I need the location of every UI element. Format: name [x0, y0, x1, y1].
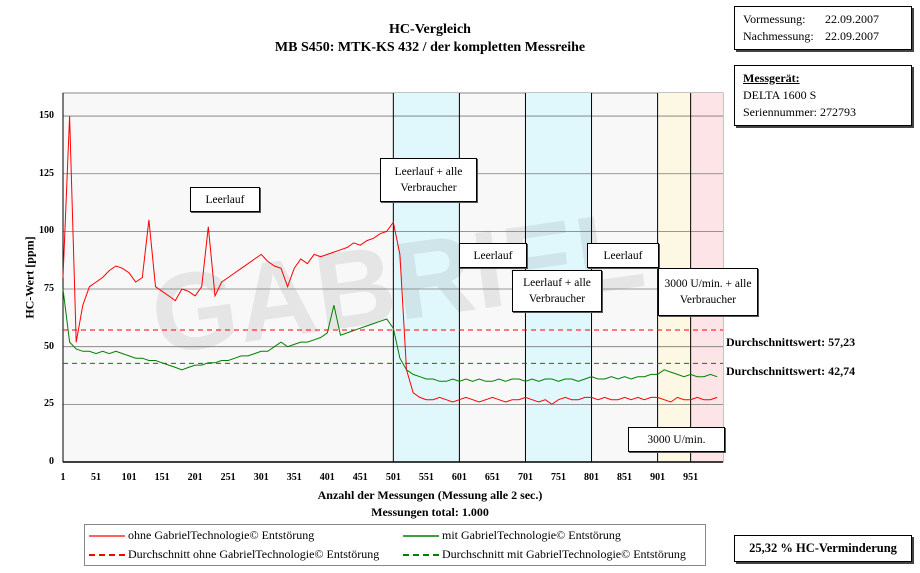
x-tick-label: 901 — [650, 472, 666, 483]
annotation-3000: 3000 U/min. — [628, 427, 725, 452]
nach-date: 22.09.2007 — [825, 29, 879, 43]
device-label: Messgerät: — [743, 71, 800, 85]
x-tick-label: 551 — [418, 472, 434, 483]
y-tick-label: 25 — [44, 398, 54, 410]
x-tick-label: 401 — [319, 472, 335, 483]
chart-subtitle: MB S450: MTK-KS 432 / der kompletten Mes… — [274, 40, 586, 55]
legend-item-avg-mit: Durchschnitt mit GabrielTechnologie© Ent… — [403, 547, 686, 562]
legend-item-mit: mit GabrielTechnologie© Entstörung — [403, 528, 621, 543]
x-tick-label: 501 — [385, 472, 401, 483]
series-line-0 — [62, 116, 718, 405]
annotation-3000-verbraucher: 3000 U/min. + alle Verbraucher — [658, 268, 758, 316]
y-tick-label: 50 — [44, 340, 54, 352]
legend-swatch — [403, 553, 439, 556]
vor-date: 22.09.2007 — [825, 12, 879, 26]
result-box: 25,32 % HC-Verminderung — [734, 535, 912, 562]
x-tick-label: 151 — [154, 472, 170, 483]
x-tick-label: 101 — [121, 472, 137, 483]
device-name: DELTA 1600 S — [743, 88, 817, 102]
annotation-leerlauf-2: Leerlauf — [459, 243, 527, 268]
x-tick-label: 51 — [91, 472, 102, 483]
series-line-1 — [62, 288, 718, 382]
y-axis-label: HC-Wert [ppm] — [22, 236, 37, 319]
x-tick-label: 451 — [352, 472, 368, 483]
x-tick-label: 351 — [286, 472, 302, 483]
x-tick-label: 1 — [60, 472, 66, 483]
serial-number: Seriennummer: 272793 — [743, 105, 856, 119]
y-tick-label: 125 — [39, 167, 54, 179]
y-tick-label: 0 — [49, 456, 54, 467]
legend-swatch — [89, 534, 125, 537]
chart-title: HC-Vergleich — [389, 22, 471, 37]
legend-item-avg-ohne: Durchschnitt ohne GabrielTechnologie© En… — [89, 547, 379, 562]
date-box: Vormessung: 22.09.2007 Nachmessung: 22.09.… — [734, 6, 912, 50]
vor-label: Vormessung: — [743, 12, 806, 26]
x-tick-label: 301 — [253, 472, 269, 483]
y-tick-label: 100 — [39, 225, 54, 237]
annotation-leerlauf-verbraucher-2: Leerlauf + alle Verbraucher — [512, 270, 602, 312]
device-box: Messgerät: DELTA 1600 S Seriennummer: 27… — [734, 65, 912, 126]
x-tick-label: 701 — [517, 472, 533, 483]
y-tick-label: 150 — [39, 110, 54, 122]
x-tick-label: 951 — [683, 472, 699, 483]
annotation-leerlauf-3: Leerlauf — [587, 243, 659, 268]
annotation-leerlauf-1: Leerlauf — [190, 187, 260, 212]
legend-item-ohne: ohne GabrielTechnologie© Entstörung — [89, 528, 314, 543]
legend-swatch — [403, 534, 439, 537]
x-tick-label: 751 — [550, 472, 566, 483]
legend: ohne GabrielTechnologie© Entstörung mit … — [84, 524, 706, 566]
legend-swatch — [89, 553, 125, 556]
avg-label-mit: Durchschnittswert: 42,74 — [726, 364, 856, 378]
x-axis-sublabel: Messungen total: 1.000 — [371, 505, 489, 519]
avg-label-ohne: Durchschnittswert: 57,23 — [726, 335, 856, 349]
x-axis-label: Anzahl der Messungen (Messung alle 2 sec… — [317, 488, 543, 502]
x-tick-label: 851 — [617, 472, 633, 483]
x-tick-label: 251 — [220, 472, 236, 483]
y-tick-label: 75 — [44, 283, 54, 295]
x-tick-label: 201 — [187, 472, 203, 483]
nach-label: Nachmessung: — [743, 29, 814, 43]
x-tick-label: 601 — [451, 472, 467, 483]
x-tick-label: 651 — [484, 472, 500, 483]
x-tick-label: 801 — [584, 472, 600, 483]
annotation-leerlauf-verbraucher-1: Leerlauf + alle Verbraucher — [380, 158, 477, 202]
